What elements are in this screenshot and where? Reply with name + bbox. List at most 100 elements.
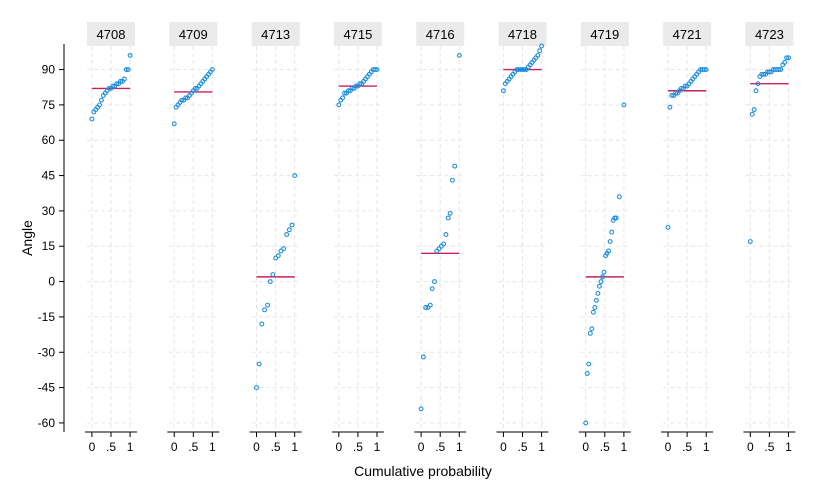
x-tick-label: 0 — [89, 440, 96, 454]
data-point — [595, 290, 601, 296]
data-point — [537, 48, 543, 54]
panel-strip — [416, 22, 465, 46]
data-point — [778, 67, 784, 73]
panel-title: 4716 — [426, 27, 455, 42]
data-point — [592, 305, 598, 310]
panel-4723: 4723 0 .5 1 — [743, 22, 796, 454]
data-point — [600, 274, 605, 280]
x-tick-label: 1 — [209, 440, 216, 454]
panel-strip — [580, 22, 629, 46]
y-axis-title: Angle — [19, 220, 35, 256]
data-point — [753, 88, 759, 94]
data-point — [678, 85, 684, 91]
data-point — [703, 67, 709, 73]
data-point — [259, 321, 265, 327]
data-point — [782, 60, 788, 65]
y-tick-label: -60 — [38, 416, 56, 430]
data-point — [183, 95, 189, 101]
data-point — [665, 224, 671, 230]
data-point — [667, 104, 673, 110]
x-tick-label: 0 — [747, 440, 754, 454]
data-point — [125, 67, 131, 73]
data-point — [609, 229, 615, 235]
data-point — [99, 97, 104, 103]
x-tick-label: 1 — [127, 440, 134, 454]
panel-4713: 4713 0 .5 1 — [249, 22, 302, 454]
data-point — [270, 272, 276, 277]
x-tick-label: 0 — [665, 440, 672, 454]
x-tick-label: .5 — [682, 440, 692, 454]
panel-title: 4713 — [261, 27, 290, 42]
x-tick-label: 0 — [335, 440, 342, 454]
x-tick-label: 1 — [291, 440, 298, 454]
data-point — [583, 420, 589, 426]
x-tick-label: 0 — [171, 440, 178, 454]
data-point — [500, 88, 506, 94]
data-point — [374, 67, 380, 73]
x-tick-label: 1 — [456, 440, 463, 454]
data-point — [589, 326, 595, 332]
data-point — [121, 76, 127, 82]
data-point — [110, 83, 116, 89]
x-tick-label: .5 — [353, 440, 363, 454]
data-point — [751, 107, 757, 113]
data-point — [701, 67, 707, 73]
x-tick-label: 1 — [374, 440, 381, 454]
panel-title: 4719 — [590, 27, 619, 42]
data-point — [776, 67, 782, 73]
data-point — [586, 361, 592, 367]
data-point — [273, 255, 279, 261]
data-point — [784, 55, 790, 61]
data-point — [420, 354, 426, 360]
data-point — [449, 177, 455, 183]
x-tick-label: .5 — [764, 440, 774, 454]
data-point — [673, 90, 679, 96]
data-point — [432, 279, 437, 285]
data-point — [209, 67, 215, 73]
data-point — [445, 215, 451, 221]
panel-4721: 4721 0 .5 1 — [661, 22, 714, 454]
data-point — [275, 253, 281, 259]
data-point — [118, 78, 123, 84]
x-tick-label: 0 — [500, 440, 507, 454]
data-point — [539, 43, 545, 49]
x-tick-label: 1 — [621, 440, 628, 454]
data-point — [345, 88, 351, 94]
data-point — [254, 385, 259, 391]
data-point — [179, 97, 185, 103]
x-tick-label: .5 — [188, 440, 198, 454]
data-point — [286, 227, 292, 233]
y-tick-label: 15 — [42, 239, 56, 253]
data-point — [443, 232, 449, 237]
data-point — [597, 283, 602, 289]
data-point — [342, 90, 347, 96]
data-point — [340, 95, 346, 101]
panel-title: 4721 — [673, 27, 702, 42]
data-point — [607, 239, 613, 244]
data-point — [265, 302, 271, 308]
panel-4709: 4709 0 .5 1 — [167, 22, 220, 454]
y-tick-label: -30 — [38, 345, 56, 359]
x-tick-label: 1 — [703, 440, 710, 454]
data-point — [621, 102, 627, 108]
data-point — [106, 85, 112, 91]
panel-4708: 4708 0 .5 1 — [85, 22, 137, 454]
data-point — [357, 81, 363, 87]
x-axis-title: Cumulative probability — [354, 463, 492, 479]
data-point — [192, 85, 198, 91]
data-point — [584, 371, 590, 376]
data-point — [761, 71, 767, 77]
data-point — [682, 83, 688, 89]
data-point — [755, 81, 761, 87]
panel-title: 4715 — [343, 27, 372, 42]
panel-strip — [745, 22, 794, 46]
data-point — [284, 232, 290, 237]
data-point — [171, 121, 177, 127]
data-point — [452, 163, 458, 169]
y-tick-label: 0 — [48, 275, 55, 289]
x-tick-label: .5 — [106, 440, 116, 454]
data-point — [281, 246, 287, 252]
data-point — [456, 52, 462, 58]
x-tick-label: .5 — [271, 440, 281, 454]
panel-4718: 4718 0 .5 1 — [496, 22, 549, 454]
